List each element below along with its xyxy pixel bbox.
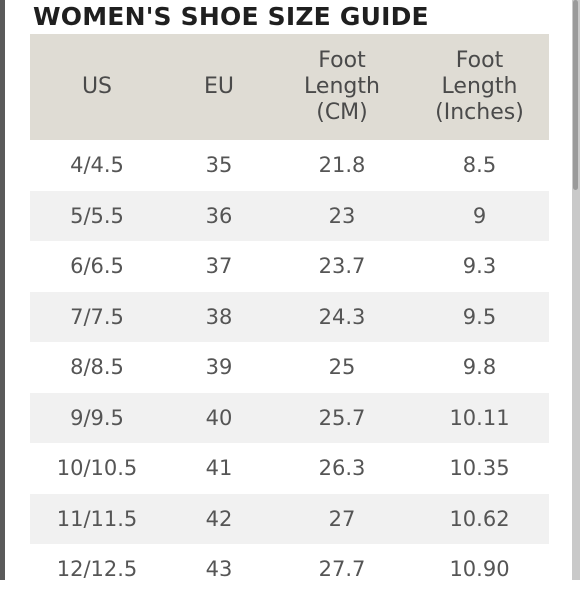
cell-cm: 25.7: [318, 405, 366, 430]
header-eu: EU: [203, 74, 234, 99]
cell-eu: 42: [205, 506, 233, 531]
cell-cm: 25: [328, 355, 356, 380]
cell-eu: 37: [205, 254, 233, 279]
cell-us: 11/11.5: [56, 506, 138, 531]
cell-us: 4/4.5: [70, 153, 124, 178]
size-guide-table: US EU Foot Length (CM) Foot Length (Inch…: [30, 34, 549, 595]
cell-cm: 21.8: [318, 153, 366, 178]
left-border: [0, 0, 5, 580]
cell-cm: 27: [328, 506, 356, 531]
table-row: 6/6.5 37 23.7 9.3: [30, 241, 549, 292]
table-row: 11/11.5 42 27 10.62: [30, 493, 549, 544]
cell-eu: 39: [205, 355, 233, 380]
cell-eu: 40: [205, 405, 233, 430]
table-row: 5/5.5 36 23 9: [30, 190, 549, 241]
cell-cm: 23.7: [318, 254, 366, 279]
cell-inches: 10.11: [449, 405, 510, 430]
cell-us: 9/9.5: [70, 405, 124, 430]
cell-eu: 43: [205, 557, 233, 582]
cell-cm: 27.7: [318, 557, 366, 582]
scrollbar-thumb[interactable]: [573, 0, 578, 190]
cell-us: 5/5.5: [70, 203, 124, 228]
cell-inches: 10.35: [449, 456, 510, 481]
cell-eu: 38: [205, 304, 233, 329]
table-row: 9/9.5 40 25.7 10.11: [30, 392, 549, 443]
cell-us: 7/7.5: [70, 304, 124, 329]
table-row: 4/4.5 35 21.8 8.5: [30, 140, 549, 191]
header-foot-length-cm: Foot Length (CM): [304, 48, 380, 125]
header-us: US: [81, 74, 113, 99]
cell-inches: 9.3: [462, 254, 497, 279]
cell-eu: 41: [205, 456, 233, 481]
cell-inches: 8.5: [462, 153, 497, 178]
cell-eu: 35: [205, 153, 233, 178]
header-foot-length-inches: Foot Length (Inches): [435, 48, 524, 125]
cell-inches: 9.5: [462, 304, 497, 329]
cell-cm: 26.3: [318, 456, 366, 481]
cell-cm: 24.3: [318, 304, 366, 329]
cell-eu: 36: [205, 203, 233, 228]
cell-cm: 23: [328, 203, 356, 228]
cell-us: 12/12.5: [56, 557, 138, 582]
table-row: 7/7.5 38 24.3 9.5: [30, 291, 549, 342]
cell-us: 6/6.5: [70, 254, 124, 279]
cell-inches: 9.8: [462, 355, 497, 380]
cell-us: 8/8.5: [70, 355, 124, 380]
table-row: 8/8.5 39 25 9.8: [30, 342, 549, 393]
cell-inches: 10.62: [449, 506, 510, 531]
cell-us: 10/10.5: [56, 456, 138, 481]
page-title: WOMEN'S SHOE SIZE GUIDE: [33, 2, 429, 31]
table-row: 10/10.5 41 26.3 10.35: [30, 443, 549, 494]
scrollbar[interactable]: [572, 0, 580, 580]
cell-inches: 9: [472, 203, 487, 228]
table-row: 12/12.5 43 27.7 10.90: [30, 544, 549, 595]
table-header-row: US EU Foot Length (CM) Foot Length (Inch…: [30, 34, 549, 140]
cell-inches: 10.90: [449, 557, 510, 582]
